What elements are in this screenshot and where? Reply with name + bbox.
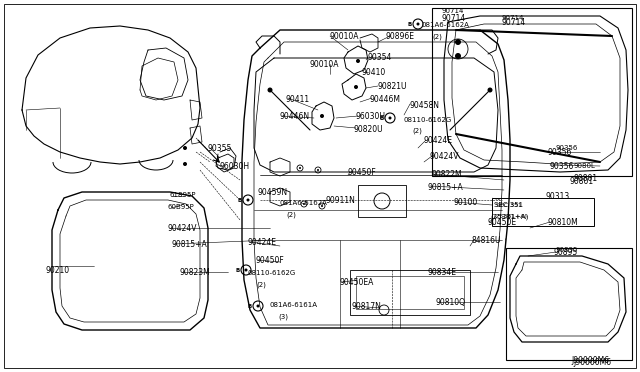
Circle shape (455, 39, 461, 45)
Text: 90714: 90714 (502, 18, 526, 27)
Circle shape (183, 162, 187, 166)
Text: (2): (2) (256, 281, 266, 288)
Circle shape (354, 85, 358, 89)
Circle shape (321, 205, 323, 207)
Text: 96030H: 96030H (220, 162, 250, 171)
Text: 90801: 90801 (570, 177, 594, 186)
Circle shape (183, 146, 187, 150)
Text: 90010A: 90010A (310, 60, 339, 69)
Circle shape (257, 305, 259, 308)
Text: 90100: 90100 (453, 198, 477, 207)
Bar (350, 270, 470, 315)
Text: 90354: 90354 (368, 53, 392, 62)
Text: (2): (2) (286, 212, 296, 218)
Text: 08110-6162G: 08110-6162G (403, 117, 451, 123)
Text: 9080L: 9080L (574, 163, 596, 169)
Text: 90834E: 90834E (428, 268, 457, 277)
Circle shape (299, 167, 301, 169)
Text: (25381+A): (25381+A) (493, 214, 527, 219)
Circle shape (246, 199, 250, 202)
Circle shape (244, 269, 248, 272)
Text: (2): (2) (432, 33, 442, 39)
Text: B: B (380, 115, 384, 121)
Text: J90000M6: J90000M6 (573, 358, 611, 367)
Text: 90911N: 90911N (326, 196, 356, 205)
Text: (2): (2) (412, 128, 422, 135)
Text: B: B (248, 304, 252, 308)
Text: 90815+A: 90815+A (172, 240, 208, 249)
Text: 90446N: 90446N (280, 112, 310, 121)
Text: 90810M: 90810M (548, 218, 579, 227)
Circle shape (417, 22, 419, 26)
Text: B: B (237, 198, 242, 202)
Text: 90801: 90801 (574, 174, 598, 183)
Circle shape (388, 116, 392, 119)
Text: 90356: 90356 (555, 145, 577, 151)
Text: B: B (408, 22, 412, 26)
Text: 84816U: 84816U (472, 236, 502, 245)
Text: 90450F: 90450F (256, 256, 285, 265)
Text: B: B (236, 267, 240, 273)
Text: SEC 351: SEC 351 (494, 202, 523, 208)
Circle shape (303, 203, 305, 205)
Text: 90424V: 90424V (430, 152, 460, 161)
Circle shape (317, 169, 319, 171)
Text: 90714: 90714 (442, 14, 467, 23)
Bar (492, 198, 594, 226)
Text: (3): (3) (278, 314, 288, 321)
Text: 90895: 90895 (556, 247, 579, 253)
Text: 90410: 90410 (362, 68, 387, 77)
Text: 90821U: 90821U (378, 82, 408, 91)
Text: 90459N: 90459N (258, 188, 288, 197)
Text: 90355: 90355 (208, 144, 232, 153)
Text: J90000M6: J90000M6 (571, 356, 609, 365)
Text: 96030H: 96030H (356, 112, 386, 121)
Text: 90823M: 90823M (180, 268, 211, 277)
Text: 90424V: 90424V (168, 224, 198, 233)
Circle shape (455, 53, 461, 59)
Circle shape (356, 59, 360, 63)
Text: 90714: 90714 (442, 8, 465, 14)
Text: 90450F: 90450F (348, 168, 377, 177)
Text: 90356: 90356 (548, 148, 572, 157)
Text: 081A6-6161A: 081A6-6161A (270, 302, 318, 308)
Circle shape (320, 114, 324, 118)
Bar (432, 8, 632, 176)
Text: 90446M: 90446M (370, 95, 401, 104)
Circle shape (268, 87, 273, 93)
Text: 90714: 90714 (502, 15, 524, 21)
Text: 61895P: 61895P (170, 192, 196, 198)
Text: 90820U: 90820U (354, 125, 383, 134)
Circle shape (488, 87, 493, 93)
Text: 90356: 90356 (550, 162, 574, 171)
Bar (356, 276, 464, 309)
Text: 60B95P: 60B95P (167, 204, 194, 210)
Text: 90424E: 90424E (424, 136, 453, 145)
Text: 90822M: 90822M (432, 170, 463, 179)
Bar (358, 185, 406, 217)
Text: 90458N: 90458N (410, 101, 440, 110)
Text: 90450E: 90450E (487, 218, 516, 227)
Text: 90010A: 90010A (330, 32, 360, 41)
Text: 90895: 90895 (554, 248, 579, 257)
Text: 90896E: 90896E (385, 32, 414, 41)
Text: 90815+A: 90815+A (428, 183, 464, 192)
Text: 90810Q: 90810Q (436, 298, 466, 307)
Text: 081A6-6162A: 081A6-6162A (422, 22, 470, 28)
Text: 90817N: 90817N (352, 302, 382, 311)
Text: 08110-6162G: 08110-6162G (248, 270, 296, 276)
Text: 90313: 90313 (545, 192, 569, 201)
Text: 081A6-6162A: 081A6-6162A (280, 200, 328, 206)
Text: 90210: 90210 (46, 266, 70, 275)
Text: SEC 351: SEC 351 (496, 203, 522, 208)
Text: 90424E: 90424E (248, 238, 277, 247)
Text: 90411: 90411 (286, 95, 310, 104)
Bar (506, 248, 632, 360)
Text: 90450EA: 90450EA (340, 278, 374, 287)
Text: (25381+A): (25381+A) (490, 213, 529, 219)
